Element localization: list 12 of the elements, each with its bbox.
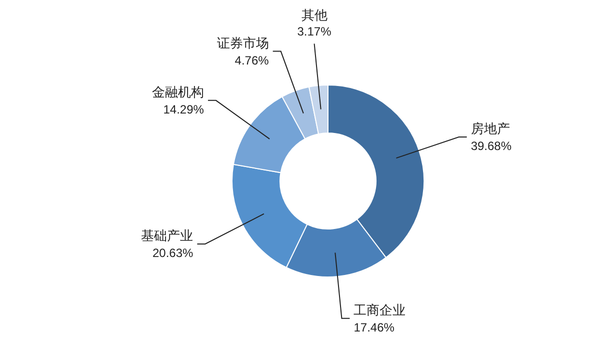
data-label: 14.29%: [163, 102, 204, 116]
data-label: 20.63%: [152, 246, 194, 260]
data-label: 4.76%: [234, 53, 270, 68]
data-label: 17.46%: [354, 320, 395, 334]
slice-label: 其他: [301, 8, 328, 24]
data-label: 39.68%: [470, 139, 512, 154]
slice-label: 基础产业: [141, 228, 194, 244]
slice-label: 工商企业: [354, 303, 406, 318]
slice-label: 金融机构: [152, 85, 204, 100]
slice-label: 房地产: [470, 121, 510, 138]
data-label: 3.17%: [297, 24, 332, 39]
slice-label: 证券市场: [216, 36, 269, 52]
